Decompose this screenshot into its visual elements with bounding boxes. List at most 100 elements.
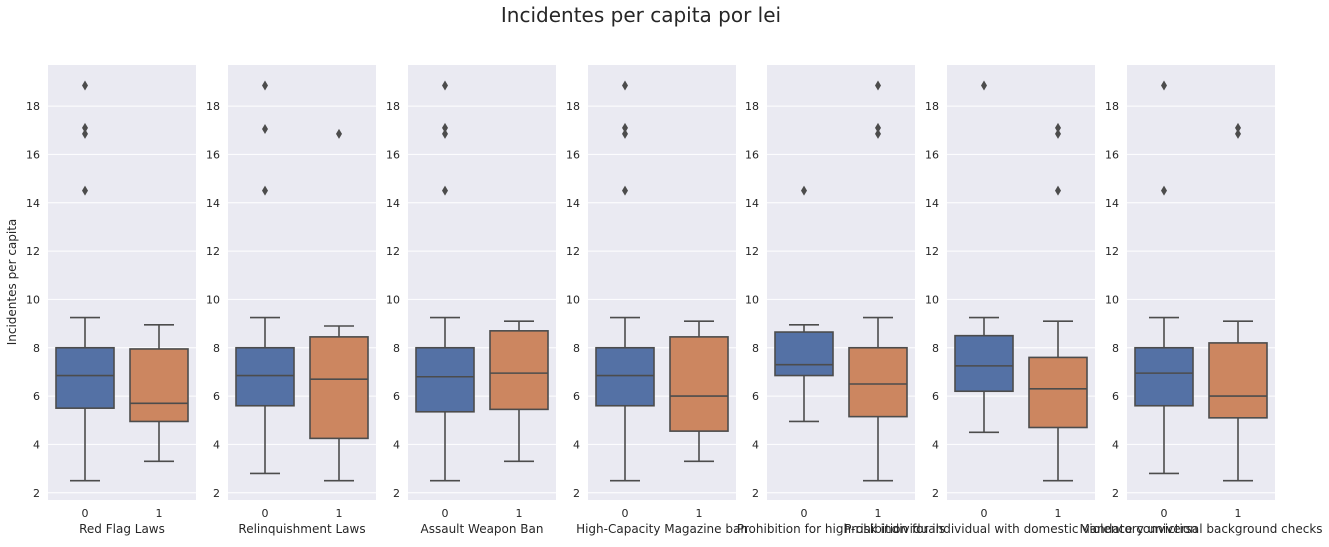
y-tick-label: 12 <box>206 245 220 258</box>
outlier-point <box>622 80 628 91</box>
box-category-0 <box>774 331 834 377</box>
x-axis-label: Prohibition for high-risk individuals <box>737 522 945 536</box>
outlier-point <box>875 128 881 139</box>
y-tick-label: 6 <box>33 390 40 403</box>
y-tick-label: 2 <box>932 487 939 500</box>
y-tick-label: 2 <box>573 487 580 500</box>
y-tick-label: 4 <box>1112 438 1119 451</box>
y-tick-label: 4 <box>573 438 580 451</box>
outlier-point <box>622 122 628 133</box>
x-tick-label: 1 <box>336 507 343 520</box>
outlier-point <box>1235 128 1241 139</box>
outlier-point <box>875 122 881 133</box>
y-tick-label: 18 <box>206 100 220 113</box>
panel-5: 2 4 6 8 10 12 14 16 18 0 1 Prohibition for high-ris… <box>737 65 945 536</box>
y-tick-label: 8 <box>213 342 220 355</box>
y-tick-label: 14 <box>1105 197 1119 210</box>
y-tick-label: 4 <box>932 438 939 451</box>
panel-4: 2 4 6 8 10 12 14 16 18 0 1 High-Capacity Magazine b… <box>566 65 748 536</box>
y-tick-label: 4 <box>33 438 40 451</box>
x-tick-label: 1 <box>156 507 163 520</box>
box-category-0 <box>415 346 475 413</box>
y-tick-label: 10 <box>745 293 759 306</box>
outlier-point <box>82 185 88 196</box>
y-tick-label: 14 <box>745 197 759 210</box>
y-tick-label: 2 <box>393 487 400 500</box>
box-category-0 <box>55 346 115 409</box>
box-category-1 <box>848 346 908 418</box>
outlier-point <box>82 80 88 91</box>
x-tick-label: 0 <box>981 507 988 520</box>
y-tick-label: 8 <box>1112 342 1119 355</box>
y-tick-label: 12 <box>925 245 939 258</box>
x-axis-label: Prohibition for individual with domestic… <box>844 522 1198 536</box>
panel-2: 2 4 6 8 10 12 14 16 18 0 1 Relinquishment Laws <box>206 65 376 536</box>
y-tick-label: 6 <box>1112 390 1119 403</box>
y-tick-label: 8 <box>33 342 40 355</box>
box-category-1 <box>1028 356 1088 429</box>
panel-1: 2 4 6 8 10 12 14 16 18 0 1 Red Flag Laws <box>26 65 196 536</box>
y-tick-label: 6 <box>393 390 400 403</box>
y-tick-label: 12 <box>26 245 40 258</box>
y-tick-label: 14 <box>386 197 400 210</box>
y-tick-label: 2 <box>213 487 220 500</box>
y-tick-label: 18 <box>745 100 759 113</box>
outlier-point <box>1055 122 1061 133</box>
box-category-0 <box>1134 346 1194 407</box>
panel-background <box>48 65 196 500</box>
x-axis-label: Mandatory universal background checks <box>1079 522 1322 536</box>
y-tick-label: 6 <box>213 390 220 403</box>
y-tick-label: 8 <box>752 342 759 355</box>
box-category-1 <box>309 336 369 440</box>
y-tick-label: 4 <box>393 438 400 451</box>
y-tick-label: 18 <box>1105 100 1119 113</box>
outlier-point <box>1055 128 1061 139</box>
panel-3: 2 4 6 8 10 12 14 16 18 0 1 Assault Weapon Ban <box>386 65 556 536</box>
y-tick-label: 6 <box>752 390 759 403</box>
y-tick-label: 10 <box>566 293 580 306</box>
x-tick-label: 1 <box>696 507 703 520</box>
y-tick-label: 16 <box>206 148 220 161</box>
y-tick-label: 2 <box>1112 487 1119 500</box>
y-tick-label: 8 <box>932 342 939 355</box>
y-tick-label: 12 <box>566 245 580 258</box>
y-tick-label: 14 <box>206 197 220 210</box>
y-tick-label: 18 <box>26 100 40 113</box>
y-tick-label: 4 <box>213 438 220 451</box>
outlier-point <box>622 128 628 139</box>
box-category-0 <box>954 334 1014 393</box>
outlier-point <box>801 185 807 196</box>
outlier-point <box>336 128 342 139</box>
x-axis-label: Assault Weapon Ban <box>421 522 544 536</box>
box-category-1 <box>669 336 729 432</box>
outlier-point <box>1161 80 1167 91</box>
box-category-0 <box>595 346 655 407</box>
outlier-point <box>262 185 268 196</box>
y-axis-label: Incidentes per capita <box>5 219 19 346</box>
y-tick-label: 2 <box>33 487 40 500</box>
y-tick-label: 4 <box>752 438 759 451</box>
x-tick-label: 1 <box>875 507 882 520</box>
x-tick-label: 0 <box>262 507 269 520</box>
y-tick-label: 16 <box>745 148 759 161</box>
y-tick-label: 14 <box>26 197 40 210</box>
panel-7: 2 4 6 8 10 12 14 16 18 0 1 Mandatory universal back… <box>1079 65 1323 536</box>
y-tick-label: 6 <box>932 390 939 403</box>
x-tick-label: 0 <box>82 507 89 520</box>
box-category-1 <box>1208 342 1268 419</box>
outlier-point <box>442 122 448 133</box>
x-tick-label: 0 <box>622 507 629 520</box>
outlier-point <box>1055 185 1061 196</box>
outlier-point <box>442 80 448 91</box>
outlier-point <box>1161 185 1167 196</box>
x-axis-label: High-Capacity Magazine ban <box>576 522 748 536</box>
outlier-point <box>262 124 268 135</box>
y-tick-label: 12 <box>386 245 400 258</box>
x-tick-label: 0 <box>801 507 808 520</box>
box-category-1 <box>489 330 549 411</box>
y-tick-label: 2 <box>752 487 759 500</box>
x-tick-label: 1 <box>1235 507 1242 520</box>
y-tick-label: 14 <box>925 197 939 210</box>
